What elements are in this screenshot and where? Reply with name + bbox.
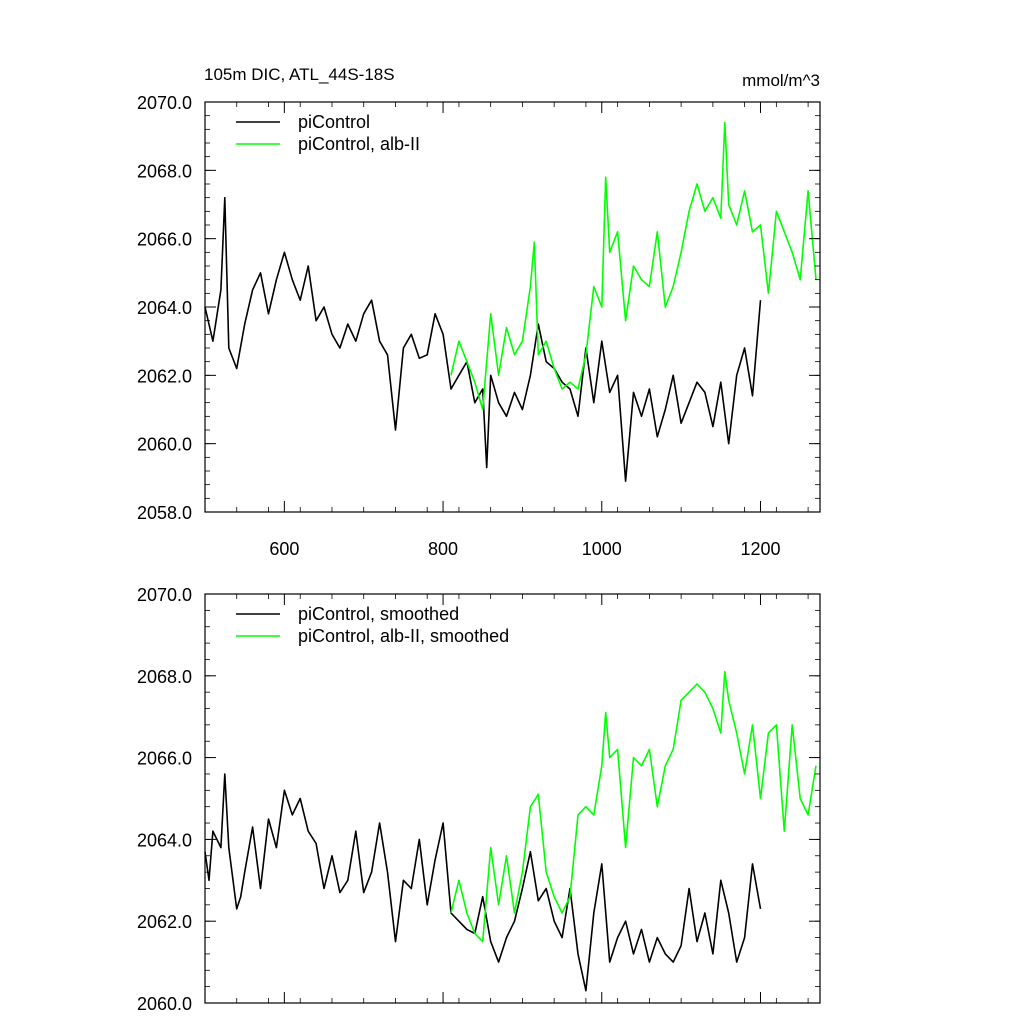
x-tick-label: 1000 [582,539,622,559]
y-tick-label: 2068.0 [137,667,192,687]
x-tick-label: 1200 [740,539,780,559]
y-tick-label: 2070.0 [137,93,192,113]
plot-frame [204,101,821,513]
y-tick-label: 2068.0 [137,161,192,181]
y-tick-label: 2064.0 [137,830,192,850]
legend-label: piControl [298,112,370,132]
bottom-panel: 2060.0 2062.0 2064.0 2066.0 2068.0 2070.0 piCo… [137,585,821,1014]
legend-label: piControl, smoothed [298,604,459,624]
y-tick-label: 2066.0 [137,749,192,769]
y-tick-label: 2070.0 [137,585,192,605]
y-tick-label: 2062.0 [137,366,192,386]
y-tick-label: 2058.0 [137,503,192,523]
x-tick-label: 800 [428,539,458,559]
series-line-alb-ii [450,121,817,411]
y-tick-label: 2060.0 [137,435,192,455]
series-line-picontrol [204,196,762,483]
chart-title: 105m DIC, ATL_44S-18S [204,65,395,84]
y-tick-label: 2062.0 [137,912,192,932]
plot-frame [204,593,821,1004]
top-panel: 2058.0 2060.0 2062.0 2064.0 2066.0 2068.0 2070… [137,93,821,559]
series-line-alb-ii [450,670,817,943]
series-line-picontrol [204,773,762,992]
y-tick-label: 2066.0 [137,230,192,250]
y-tick-label: 2064.0 [137,298,192,318]
legend-label: piControl, alb-II, smoothed [298,626,509,646]
legend-label: piControl, alb-II [298,134,420,154]
x-tick-label: 600 [269,539,299,559]
y-tick-label: 2060.0 [137,994,192,1014]
chart-units: mmol/m^3 [742,71,820,90]
